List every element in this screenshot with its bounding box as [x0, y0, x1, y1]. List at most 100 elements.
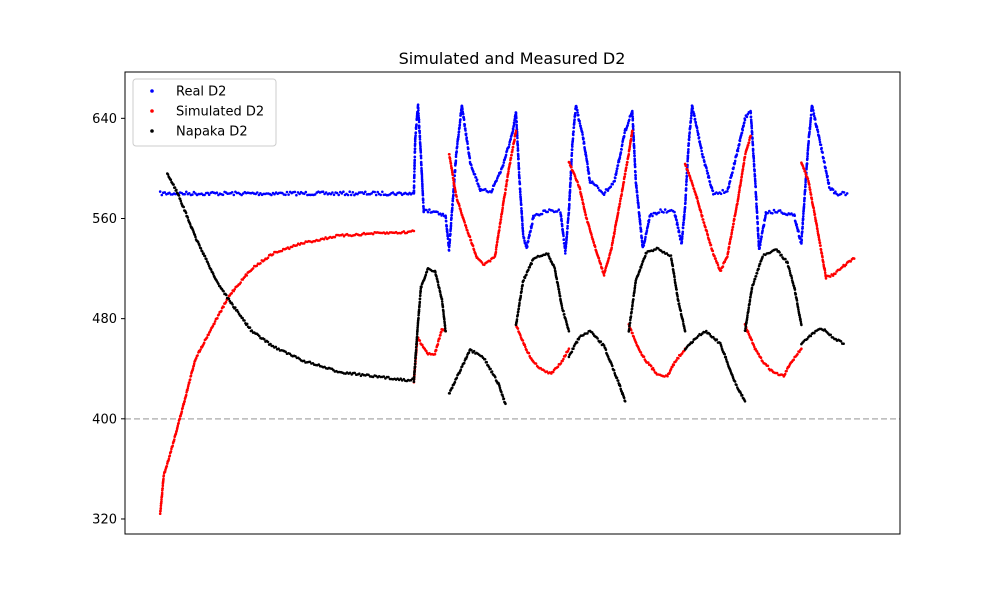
- data-point: [565, 235, 569, 238]
- data-point: [696, 197, 699, 200]
- data-point: [571, 137, 575, 140]
- data-point: [416, 328, 419, 332]
- data-point: [631, 119, 635, 122]
- data-point: [557, 208, 561, 211]
- data-point: [413, 142, 417, 146]
- data-point: [183, 192, 186, 196]
- data-point: [618, 205, 621, 208]
- data-point: [671, 365, 674, 369]
- data-point: [818, 140, 822, 144]
- data-point: [448, 153, 451, 156]
- data-point: [676, 226, 680, 230]
- data-point: [461, 112, 465, 116]
- data-point: [599, 340, 603, 343]
- data-point: [749, 115, 753, 119]
- data-point: [693, 117, 697, 121]
- data-point: [448, 157, 452, 161]
- data-point: [755, 198, 758, 201]
- data-point: [509, 137, 512, 141]
- data-point: [555, 277, 559, 281]
- data-point: [721, 188, 724, 192]
- data-point: [683, 213, 686, 217]
- data-point: [802, 167, 806, 170]
- data-point: [820, 146, 823, 150]
- data-point: [569, 176, 572, 180]
- data-point: [826, 174, 829, 178]
- data-point: [505, 182, 508, 186]
- data-point: [831, 274, 835, 277]
- data-point: [487, 365, 491, 369]
- data-point: [705, 329, 708, 333]
- data-point: [417, 308, 421, 311]
- data-point: [752, 157, 756, 161]
- data-point: [568, 161, 571, 164]
- data-point: [191, 367, 195, 370]
- data-point: [803, 196, 806, 200]
- data-point: [209, 268, 213, 271]
- data-point: [755, 272, 759, 275]
- data-point: [169, 450, 173, 453]
- data-point: [673, 278, 677, 282]
- data-point: [520, 203, 523, 207]
- legend-marker: [150, 109, 154, 113]
- data-point: [698, 140, 702, 143]
- data-point: [186, 216, 190, 219]
- data-point: [634, 341, 638, 345]
- data-point: [367, 373, 370, 377]
- data-point: [158, 190, 162, 193]
- data-point: [796, 306, 800, 309]
- data-point: [530, 225, 533, 229]
- data-point: [250, 329, 254, 332]
- data-point: [793, 214, 796, 217]
- data-point: [420, 163, 423, 167]
- data-point: [517, 162, 520, 166]
- data-point: [627, 153, 631, 156]
- data-point: [691, 340, 695, 344]
- data-point: [234, 306, 237, 309]
- data-point: [346, 193, 350, 197]
- data-point: [419, 289, 423, 293]
- data-point: [844, 263, 848, 267]
- data-point: [201, 250, 204, 253]
- data-point: [733, 161, 737, 165]
- data-point: [565, 230, 569, 234]
- data-point: [749, 111, 753, 114]
- data-point: [613, 232, 616, 235]
- data-point: [483, 358, 487, 361]
- data-point: [442, 310, 445, 314]
- data-point: [745, 115, 749, 119]
- data-point: [163, 470, 167, 474]
- data-point: [635, 184, 638, 187]
- data-point: [616, 379, 620, 383]
- data-point: [517, 310, 520, 313]
- data-point: [591, 238, 595, 241]
- data-point: [546, 210, 549, 214]
- data-point: [804, 185, 807, 188]
- data-point: [626, 121, 630, 125]
- data-point: [251, 267, 255, 270]
- data-point: [572, 347, 575, 351]
- data-point: [802, 204, 806, 208]
- data-point: [160, 500, 163, 503]
- data-point: [564, 249, 567, 252]
- data-point: [458, 120, 462, 124]
- data-point: [449, 232, 452, 236]
- data-point: [185, 190, 188, 194]
- data-point: [730, 174, 733, 177]
- data-point: [632, 294, 636, 297]
- data-point: [217, 282, 220, 286]
- data-point: [736, 149, 740, 153]
- data-point: [504, 402, 507, 406]
- data-point: [445, 228, 449, 232]
- data-point: [448, 238, 452, 241]
- data-point: [440, 300, 444, 303]
- data-point: [573, 175, 577, 178]
- data-point: [452, 179, 455, 182]
- data-point: [681, 226, 685, 230]
- data-point: [417, 106, 420, 110]
- data-point: [677, 299, 680, 303]
- data-point: [679, 309, 683, 313]
- data-point: [627, 327, 631, 331]
- data-point: [412, 375, 416, 379]
- data-point: [517, 307, 521, 310]
